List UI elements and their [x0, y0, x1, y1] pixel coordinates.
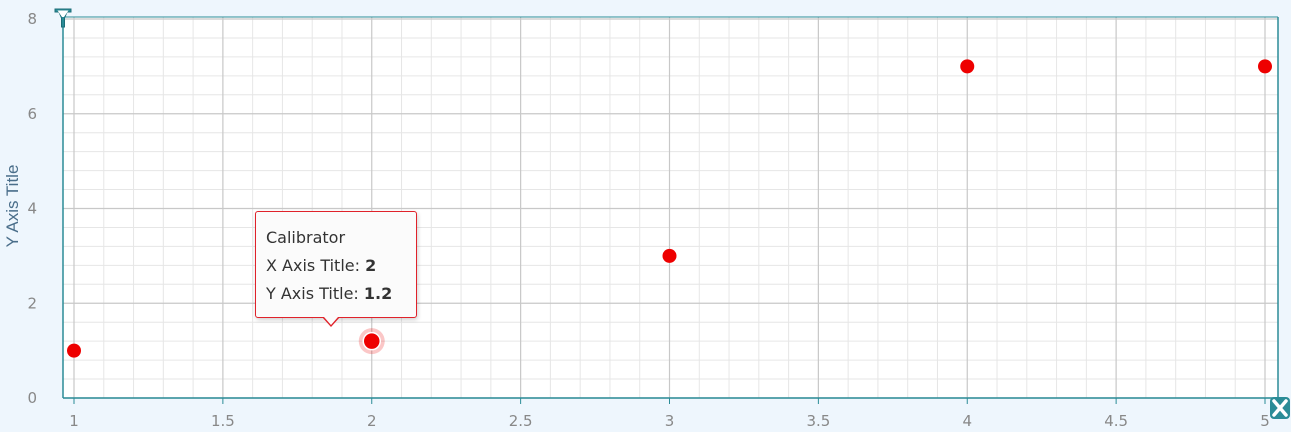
tooltip-x-row: X Axis Title: 2	[266, 252, 416, 280]
tooltip-series-name: Calibrator	[266, 228, 346, 247]
tooltip-x-label: X Axis Title:	[266, 256, 366, 275]
x-tick-label: 3	[665, 412, 675, 430]
x-tick-label: 3.5	[806, 412, 830, 430]
x-tick-label: 5	[1260, 412, 1270, 430]
y-tick-label: 4	[27, 200, 37, 218]
x-tick-label: 1.5	[211, 412, 235, 430]
tooltip-y-label: Y Axis Title:	[266, 284, 364, 303]
tooltip-pointer-fill	[324, 316, 338, 325]
data-point	[662, 248, 677, 263]
data-point	[67, 343, 81, 358]
plot-background	[63, 17, 1278, 398]
y-tick-label: 8	[27, 10, 37, 28]
tooltip-y-value: 1.2	[363, 284, 393, 303]
data-point	[960, 59, 975, 74]
minor-grid	[63, 17, 1278, 398]
y-tick-label: 6	[27, 105, 37, 123]
x-axis-marker-icon[interactable]	[1270, 397, 1290, 419]
data-point-hovered	[362, 331, 381, 351]
data-tooltip: Calibrator X Axis Title: 2 Y Axis Title:…	[255, 211, 417, 327]
tooltip-x-value: 2	[365, 256, 377, 275]
data-point	[1258, 59, 1272, 74]
x-tick-label: 4.5	[1104, 412, 1128, 430]
y-tick-label: 2	[27, 294, 37, 312]
tooltip-y-row: Y Axis Title: 1.2	[266, 280, 416, 308]
axes	[62, 16, 1279, 404]
data-points	[67, 59, 1272, 358]
x-tick-label: 2	[367, 412, 377, 430]
y-tick-label: 0	[27, 389, 37, 407]
tick-labels: 1 1.5 2 2.5 3 3.5 4 4.5 5 0 2 4 6 8	[27, 10, 1269, 430]
y-axis-title: Y Axis Title	[3, 164, 22, 248]
x-tick-label: 1	[69, 412, 79, 430]
x-tick-label: 4	[962, 412, 972, 430]
y-axis-marker-icon[interactable]	[54, 8, 72, 28]
x-tick-label: 2.5	[509, 412, 533, 430]
